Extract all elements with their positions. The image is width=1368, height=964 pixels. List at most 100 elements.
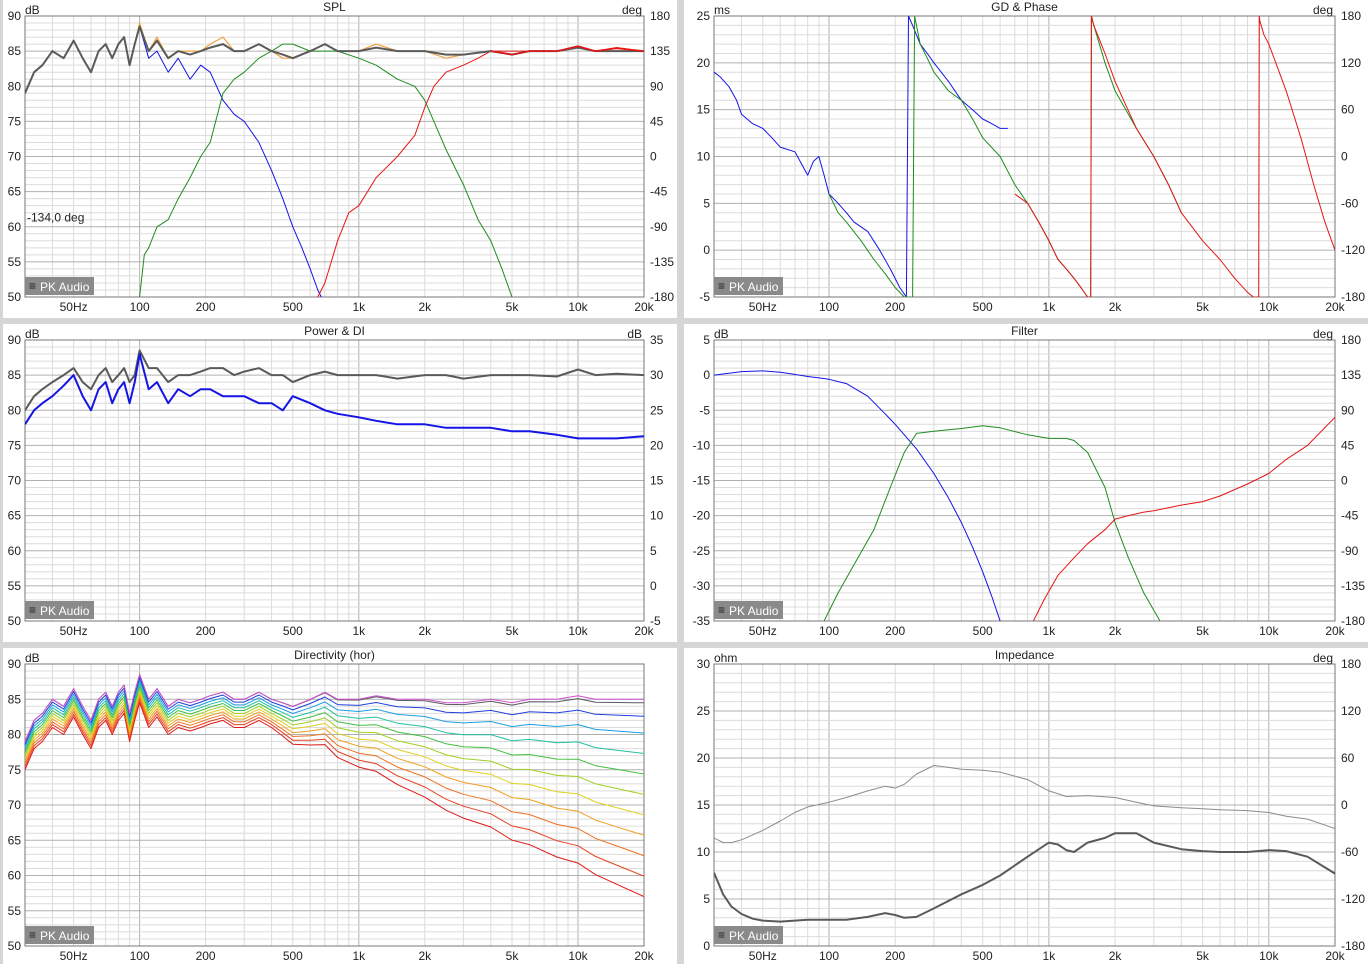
right-tick-label: 45 (650, 114, 664, 128)
x-tick-label: 1k (1043, 949, 1057, 963)
x-tick-label: 20k (634, 949, 654, 963)
left-tick-label: 55 (8, 255, 22, 269)
left-tick-label: 85 (8, 368, 22, 382)
left-tick-label: 10 (697, 845, 711, 859)
x-tick-label: 100 (130, 300, 150, 314)
left-tick-label: -25 (693, 544, 711, 558)
x-tick-label: 50Hz (60, 949, 88, 963)
x-tick-label: 1k (1043, 300, 1057, 314)
series-line (25, 682, 644, 754)
right-tick-label: -180 (650, 290, 674, 304)
series-line (25, 699, 644, 877)
left-tick-label: 65 (8, 185, 22, 199)
x-tick-label: 5k (1196, 624, 1210, 638)
left-tick-label: 5 (703, 196, 710, 210)
x-tick-label: 20k (1325, 300, 1345, 314)
right-tick-label: 60 (1341, 103, 1355, 117)
right-tick-label: -135 (650, 255, 674, 269)
x-tick-label: 100 (819, 300, 839, 314)
right-tick-label: 180 (1341, 657, 1361, 671)
right-tick-label: 30 (650, 368, 664, 382)
left-tick-label: 20 (697, 56, 711, 70)
series-line (25, 688, 644, 795)
badge-icon: ≡ (29, 279, 36, 293)
series-group (25, 349, 644, 440)
chart-title: Filter (1011, 324, 1038, 338)
left-tick-label: 55 (8, 579, 22, 593)
x-tick-label: 10k (1259, 624, 1279, 638)
left-tick-label: -10 (693, 438, 711, 452)
series-line (25, 702, 644, 898)
series-line (714, 16, 1008, 297)
x-tick-label: 50Hz (749, 624, 777, 638)
left-axis-unit: dB (25, 651, 40, 665)
right-tick-label: -135 (1341, 579, 1365, 593)
series-line (490, 45, 644, 56)
badge-icon: ≡ (718, 279, 725, 293)
x-tick-label: 2k (418, 300, 432, 314)
badge-label: PK Audio (729, 604, 779, 618)
x-tick-label: 1k (352, 949, 366, 963)
right-axis-unit: deg (1313, 327, 1333, 341)
left-tick-label: -30 (693, 579, 711, 593)
series-line (1032, 416, 1335, 621)
chart-title: SPL (323, 0, 346, 14)
left-tick-label: 50 (8, 939, 22, 953)
x-tick-label: 500 (973, 624, 993, 638)
right-tick-label: 15 (650, 474, 664, 488)
left-axis-unit: dB (25, 3, 40, 17)
right-tick-label: -90 (1341, 544, 1359, 558)
x-tick-label: 1k (1043, 624, 1057, 638)
left-tick-label: 55 (8, 904, 22, 918)
x-tick-label: 5k (506, 300, 520, 314)
badge-label: PK Audio (729, 280, 779, 294)
chart-panel-impedance: Impedance ohm deg 30 25 20 15 10 5 0 180 120 60 0 -60 -… (684, 648, 1368, 964)
right-tick-label: 0 (650, 579, 657, 593)
chart-title: Power & DI (304, 324, 365, 338)
left-tick-label: 50 (8, 614, 22, 628)
series-line (714, 832, 1335, 923)
left-tick-label: 90 (8, 333, 22, 347)
x-tick-label: 500 (283, 624, 303, 638)
right-tick-label: 120 (1341, 56, 1361, 70)
x-tick-label: 50Hz (749, 300, 777, 314)
right-tick-label: 120 (1341, 704, 1361, 718)
x-tick-label: 20k (1325, 949, 1345, 963)
series-line (25, 693, 644, 836)
badge-icon: ≡ (29, 928, 36, 942)
left-tick-label: -35 (693, 614, 711, 628)
panel-background (3, 648, 677, 964)
left-axis-unit: ohm (714, 651, 737, 665)
series-line (823, 425, 1161, 621)
chart-panel-filter: Filter dB deg 5 0 -5 -10 -15 -20 -25 -30 -35 180 135 9… (684, 324, 1368, 642)
right-tick-label: 180 (650, 9, 670, 23)
series-line (139, 43, 513, 297)
pk-audio-badge: ≡ PK Audio (714, 277, 783, 295)
badge-icon: ≡ (718, 603, 725, 617)
plot-frame (713, 663, 1336, 947)
badge-label: PK Audio (40, 929, 90, 943)
right-axis-unit: deg (622, 3, 642, 17)
pk-audio-badge: ≡ PK Audio (25, 601, 94, 619)
right-axis-unit: dB (627, 327, 642, 341)
right-tick-label: 45 (1341, 438, 1355, 452)
left-tick-label: 25 (697, 9, 711, 23)
x-tick-label: 2k (418, 624, 432, 638)
right-axis-unit: deg (1313, 651, 1333, 665)
series-group (25, 674, 644, 898)
left-tick-label: 0 (703, 243, 710, 257)
panel-background (684, 0, 1368, 318)
left-tick-label: 60 (8, 869, 22, 883)
left-tick-label: 25 (697, 704, 711, 718)
x-tick-label: 500 (283, 300, 303, 314)
left-tick-label: -5 (699, 290, 710, 304)
series-line (25, 696, 644, 857)
left-tick-label: 85 (8, 692, 22, 706)
left-tick-label: 60 (8, 544, 22, 558)
x-tick-label: 100 (819, 949, 839, 963)
x-tick-label: 200 (196, 300, 216, 314)
x-tick-label: 500 (283, 949, 303, 963)
pk-audio-badge: ≡ PK Audio (25, 926, 94, 944)
chart-panel-spl: SPL dB deg 90 85 80 75 70 65 60 55 50 180 135 90 45 0 -45… (3, 0, 677, 318)
left-tick-label: 90 (8, 657, 22, 671)
